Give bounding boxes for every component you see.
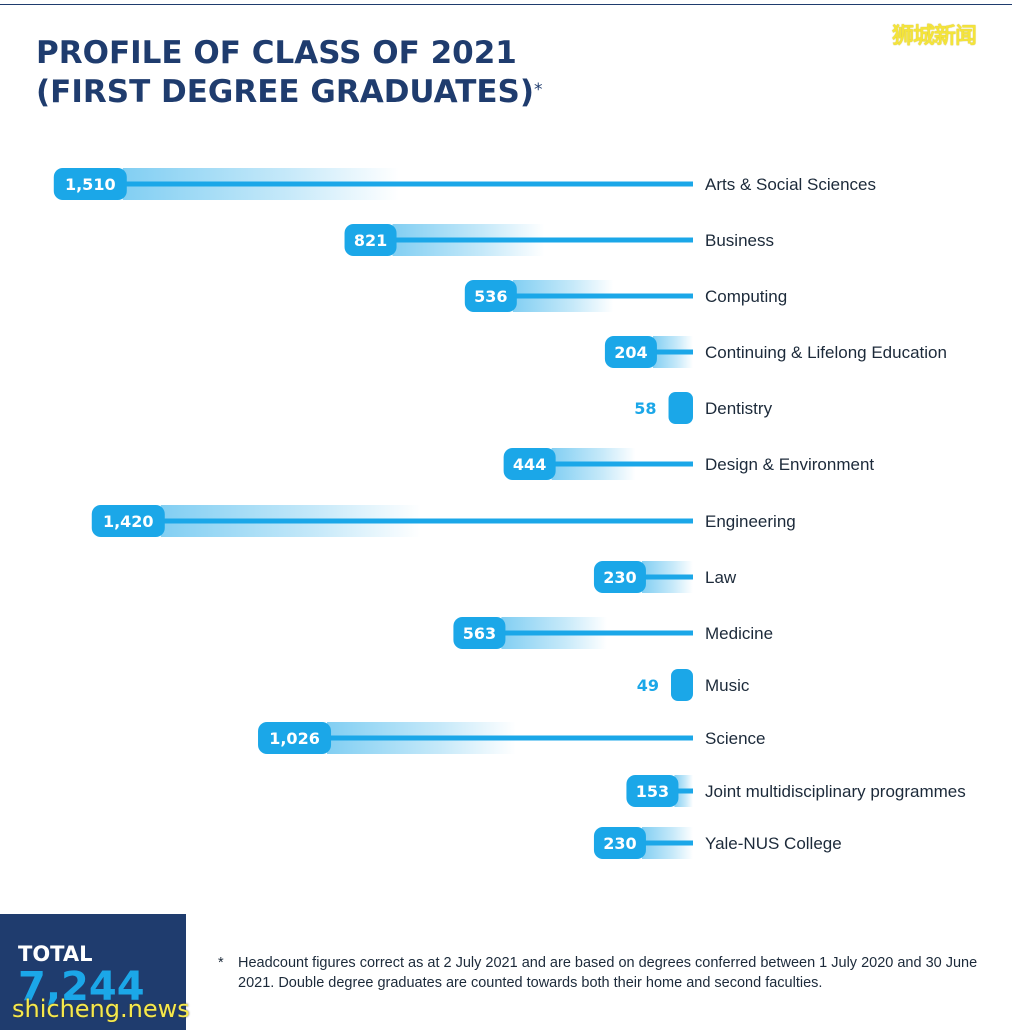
category-label: Music — [705, 676, 750, 695]
bar-line — [501, 630, 693, 636]
bar-row: 563 Medicine — [453, 617, 773, 649]
value-label: 230 — [603, 568, 636, 587]
bar-pill — [258, 722, 332, 754]
footnote-mark: * — [218, 955, 224, 971]
category-label: Continuing & Lifelong Education — [705, 343, 947, 362]
bar-row: 58 Dentistry — [634, 392, 773, 424]
category-label: Dentistry — [705, 399, 773, 418]
bar-chart: 1,510 Arts & Social Sciences 821 Business 53… — [53, 168, 966, 859]
category-label: Medicine — [705, 624, 773, 643]
bar-line — [674, 788, 693, 794]
bar-row: 444 Design & Environment — [503, 448, 874, 480]
category-label: Computing — [705, 287, 787, 306]
total-label: TOTAL — [18, 942, 93, 966]
bar-pill — [344, 224, 397, 256]
value-label: 58 — [634, 399, 656, 418]
bar-line — [392, 237, 693, 243]
bar-pill — [503, 448, 556, 480]
category-label: Law — [705, 568, 737, 587]
value-label: 536 — [474, 287, 507, 306]
value-label: 1,510 — [65, 175, 116, 194]
value-label: 230 — [603, 834, 636, 853]
bar-pill — [91, 505, 165, 537]
bar-pill — [668, 392, 693, 424]
title-line-2-text: (FIRST DEGREE GRADUATES) — [36, 74, 535, 110]
bar-row: 1,420 Engineering — [91, 505, 796, 537]
value-label: 1,026 — [269, 729, 320, 748]
total-box: TOTAL 7,244 — [0, 914, 186, 1030]
bar-line — [652, 349, 693, 355]
footnote-text: Headcount figures correct as at 2 July 2… — [238, 955, 978, 991]
bar-row: 1,510 Arts & Social Sciences — [53, 168, 876, 200]
bar-row: 230 Yale-NUS College — [593, 827, 842, 859]
bar-line — [641, 840, 693, 846]
bar-row: 153 Joint multidisciplinary programmes — [626, 775, 966, 807]
category-label: Design & Environment — [705, 455, 874, 474]
bar-line — [641, 574, 693, 580]
value-label: 563 — [463, 624, 496, 643]
value-label: 444 — [513, 455, 546, 474]
bar-row: 49 Music — [637, 669, 750, 701]
bar-pill — [626, 775, 679, 807]
category-label: Engineering — [705, 512, 796, 531]
title-line-2: (FIRST DEGREE GRADUATES)* — [36, 73, 543, 112]
title-line-1: PROFILE OF CLASS OF 2021 — [36, 35, 517, 71]
bar-row: 1,026 Science — [258, 722, 765, 754]
watermark-cn: 狮城新闻 — [892, 24, 977, 49]
bar-pill — [593, 827, 646, 859]
top-rule — [0, 4, 1012, 5]
bar-pill — [671, 669, 693, 701]
bar-line — [160, 518, 693, 524]
bar-line — [512, 293, 693, 299]
category-label: Business — [705, 231, 774, 250]
total-value: 7,244 — [18, 964, 145, 1010]
bar-pill — [53, 168, 127, 200]
bar-row: 230 Law — [593, 561, 737, 593]
value-label: 204 — [614, 343, 647, 362]
bar-pill — [453, 617, 506, 649]
bar-line — [551, 461, 693, 467]
bar-row: 204 Continuing & Lifelong Education — [604, 336, 947, 368]
value-label: 49 — [637, 676, 659, 695]
bar-row: 821 Business — [344, 224, 774, 256]
category-label: Science — [705, 729, 765, 748]
page-title: PROFILE OF CLASS OF 2021 (FIRST DEGREE G… — [36, 34, 543, 112]
category-label: Arts & Social Sciences — [705, 175, 876, 194]
value-label: 1,420 — [103, 512, 154, 531]
bar-line — [327, 735, 693, 741]
bar-pill — [464, 280, 517, 312]
bar-row: 536 Computing — [464, 280, 787, 312]
footnote: * Headcount figures correct as at 2 July… — [218, 953, 988, 993]
value-label: 153 — [636, 782, 669, 801]
bar-pill — [593, 561, 646, 593]
bar-pill — [604, 336, 657, 368]
bar-line — [122, 181, 693, 187]
watermark-en: shicheng.news — [12, 995, 190, 1023]
category-label: Yale-NUS College — [705, 834, 842, 853]
value-label: 821 — [354, 231, 387, 250]
category-label: Joint multidisciplinary programmes — [705, 782, 966, 801]
title-footnote-mark: * — [534, 80, 543, 100]
